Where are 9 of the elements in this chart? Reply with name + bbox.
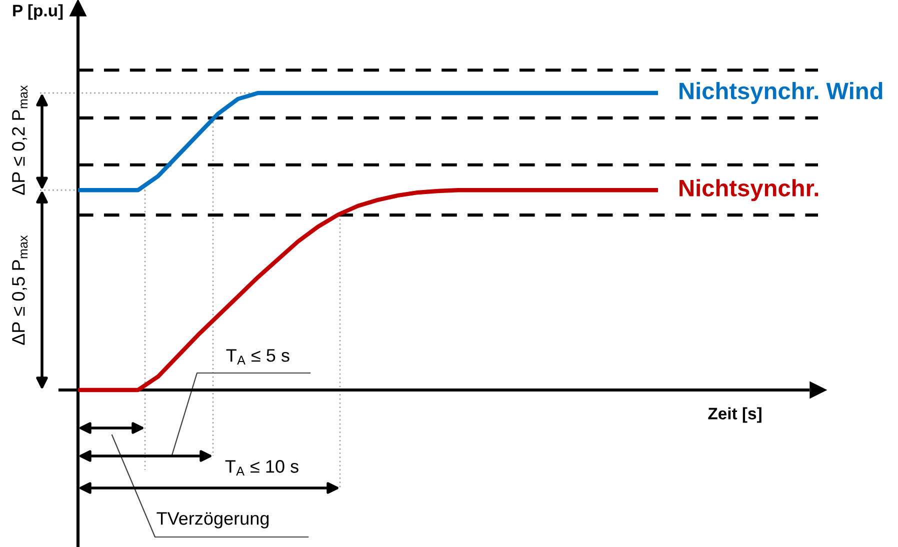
text: TVerzögerung — [156, 512, 269, 528]
x-axis-title: Zeit [s] — [708, 407, 762, 423]
text: T$_{A}$ ≤ 10 s — [225, 460, 298, 476]
annotation: T$_{A}$ ≤ 5 s — [226, 349, 290, 364]
text: ΔP ≤ 0,5 P$_{max}$ — [12, 235, 28, 345]
y-axis-title: P [p.u] — [13, 4, 63, 20]
series-label: Nichtsynchr. Wind — [680, 82, 882, 104]
series-label: Nichtsynchr. — [680, 179, 818, 202]
text: ΔP ≤ 0,2 P$_{max}$ — [12, 85, 28, 195]
